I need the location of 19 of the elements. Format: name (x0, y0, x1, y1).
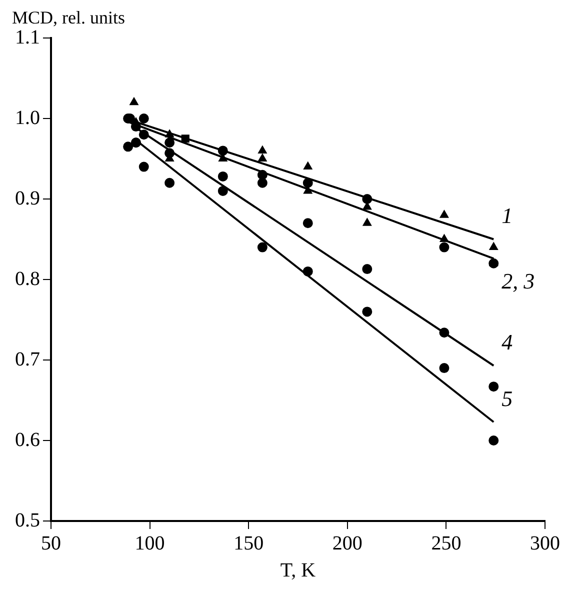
y-tick-label: 0.9 (15, 187, 40, 210)
x-tick-label: 100 (134, 532, 165, 554)
series-label: 4 (502, 329, 513, 354)
y-axis-title: MCD, rel. units (12, 8, 126, 28)
y-tick-label: 0.8 (15, 268, 40, 290)
y-tick-label: 0.6 (15, 428, 40, 451)
x-axis-title: T, K (280, 559, 316, 582)
x-tick-label: 200 (332, 532, 362, 554)
x-tick-label: 250 (431, 532, 462, 554)
series-label: 2, 3 (502, 268, 535, 294)
y-tick-label: 0.7 (15, 348, 40, 370)
series-label: 5 (502, 386, 513, 411)
y-tick-label: 1.0 (15, 106, 40, 129)
series-label: 1 (502, 203, 513, 228)
y-tick-label: 0.5 (15, 509, 40, 532)
x-tick-label: 150 (234, 532, 264, 554)
y-tick-label: 1.1 (15, 26, 40, 48)
x-tick-label: 50 (41, 532, 61, 554)
x-tick-label: 300 (530, 532, 560, 554)
